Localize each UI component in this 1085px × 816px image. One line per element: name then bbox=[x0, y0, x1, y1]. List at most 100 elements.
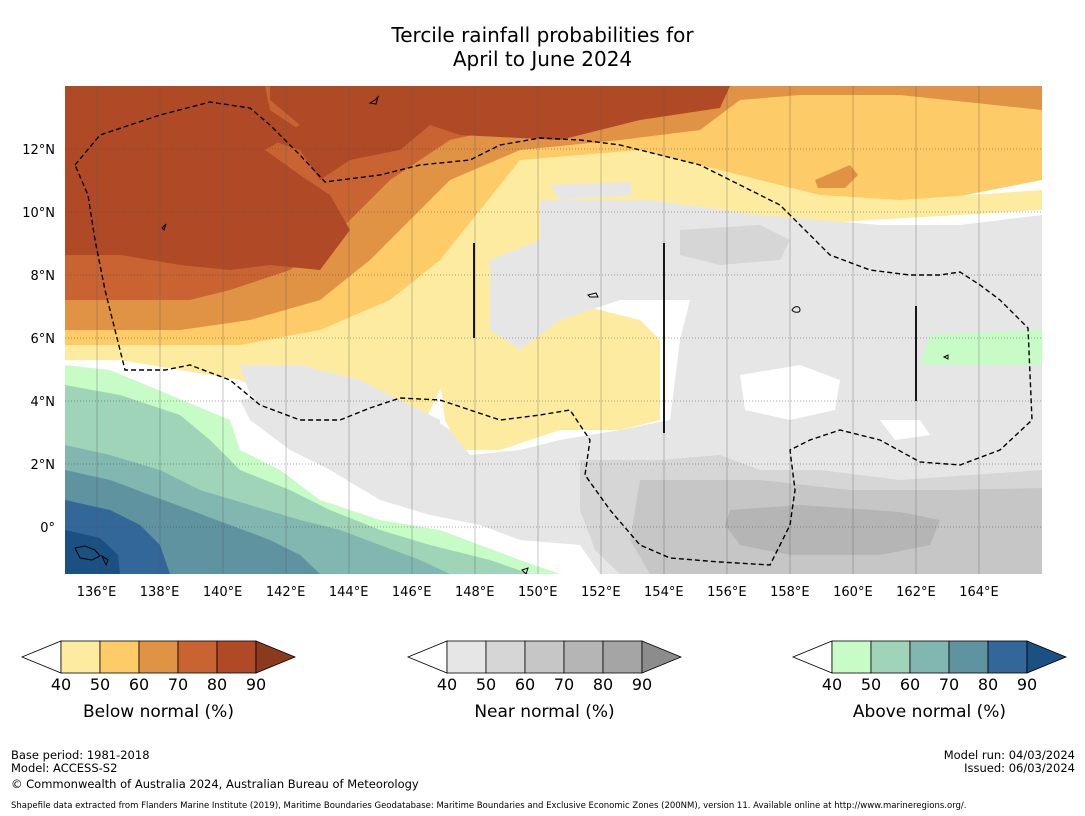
colorbar-extend-low bbox=[406, 640, 448, 674]
colorbar-extend-high bbox=[1026, 640, 1068, 674]
colorbar-segment bbox=[485, 640, 526, 674]
colorbar-segment bbox=[216, 640, 257, 674]
colorbar-tick-label: 60 bbox=[900, 675, 920, 694]
region-near-40-north bbox=[550, 182, 632, 200]
colorbar-segment bbox=[563, 640, 604, 674]
lon-tick-label: 142°E bbox=[266, 585, 306, 600]
colorbar-extend-high bbox=[255, 640, 297, 674]
colorbar-tick-label: 40 bbox=[437, 675, 457, 694]
colorbar-segment bbox=[987, 640, 1028, 674]
lon-tick-label: 162°E bbox=[896, 585, 936, 600]
colorbar-tick-label: 90 bbox=[246, 675, 266, 694]
colorbar-tick-label: 90 bbox=[1017, 675, 1037, 694]
colorbar-tick-label: 80 bbox=[207, 675, 227, 694]
probability-map bbox=[65, 86, 1042, 574]
eez-boundary-palau-fsm bbox=[74, 101, 1033, 566]
region-below-40-south bbox=[440, 300, 660, 450]
region-below-80 bbox=[65, 86, 350, 270]
map-title: Tercile rainfall probabilities for April… bbox=[0, 23, 1085, 71]
colorbar-tick-label: 80 bbox=[593, 675, 613, 694]
footer-base-period: Base period: 1981-2018 bbox=[11, 748, 150, 762]
lat-tick-label: 10°N bbox=[22, 206, 55, 221]
lat-tick-label: 0° bbox=[40, 521, 55, 536]
colorbar-tick-label: 50 bbox=[861, 675, 881, 694]
colorbar-segment bbox=[138, 640, 179, 674]
latitude-axis-labels: 12°N 10°N 8°N 6°N 4°N 2°N 0° bbox=[22, 143, 55, 536]
region-below-50 bbox=[65, 95, 1042, 360]
colorbar-tick-label: 40 bbox=[51, 675, 71, 694]
colorbar-segment bbox=[831, 640, 872, 674]
region-near-40-white-patches bbox=[740, 365, 840, 420]
lon-tick-label: 146°E bbox=[392, 585, 432, 600]
colorbar-segment bbox=[870, 640, 911, 674]
region-below-80-east bbox=[270, 86, 730, 180]
footer-copyright: © Commonwealth of Australia 2024, Austra… bbox=[11, 777, 419, 791]
lon-tick-label: 150°E bbox=[518, 585, 558, 600]
region-below-60 bbox=[65, 86, 1042, 345]
region-near-50 bbox=[680, 225, 790, 265]
lon-tick-label: 148°E bbox=[455, 585, 495, 600]
colorbar-segment bbox=[948, 640, 989, 674]
region-above-90 bbox=[65, 530, 120, 574]
colorbar-extend-high bbox=[641, 640, 683, 674]
title-line-2: April to June 2024 bbox=[452, 47, 633, 71]
colorbar-group: 40 50 60 70 80 90 Below normal (%) 40 50 60 70 80 90… bbox=[20, 640, 1068, 722]
colorbar-tick-label: 40 bbox=[822, 675, 842, 694]
region-below-60-patch bbox=[815, 165, 858, 188]
colorbar-below: 40 50 60 70 80 90 Below normal (%) bbox=[20, 640, 297, 722]
colorbar-tick-label: 70 bbox=[168, 675, 188, 694]
lon-tick-label: 140°E bbox=[203, 585, 243, 600]
colorbar-title: Near normal (%) bbox=[474, 702, 614, 722]
lon-tick-label: 138°E bbox=[140, 585, 180, 600]
colorbar-extend-low bbox=[20, 640, 62, 674]
colorbar-segment bbox=[602, 640, 643, 674]
footer-issued: Issued: 06/03/2024 bbox=[964, 761, 1075, 775]
footer-shapefile-credit: Shapefile data extracted from Flanders M… bbox=[11, 801, 967, 811]
colorbar-tick-label: 70 bbox=[554, 675, 574, 694]
lat-tick-label: 4°N bbox=[31, 395, 56, 410]
region-near-40-west bbox=[240, 365, 440, 450]
colorbar-tick-label: 50 bbox=[476, 675, 496, 694]
lon-tick-label: 152°E bbox=[581, 585, 621, 600]
lon-tick-label: 164°E bbox=[959, 585, 999, 600]
colorbar-segment bbox=[909, 640, 950, 674]
colorbar-tick-label: 60 bbox=[515, 675, 535, 694]
lat-tick-label: 2°N bbox=[31, 458, 56, 473]
colorbar-near: 40 50 60 70 80 90 Near normal (%) bbox=[406, 640, 683, 722]
colorbar-tick-label: 80 bbox=[978, 675, 998, 694]
longitude-axis-labels: 136°E 138°E 140°E 142°E 144°E 146°E 148°E 150°E… bbox=[77, 585, 999, 600]
colorbar-tick-label: 50 bbox=[90, 675, 110, 694]
lon-tick-label: 136°E bbox=[77, 585, 117, 600]
lon-tick-label: 144°E bbox=[329, 585, 369, 600]
island-outlines bbox=[74, 95, 949, 574]
colorbar-tick-label: 70 bbox=[939, 675, 959, 694]
region-near-white-east bbox=[880, 420, 930, 440]
lon-tick-label: 160°E bbox=[833, 585, 873, 600]
colorbar-title: Above normal (%) bbox=[853, 702, 1006, 722]
meridian-gridlines bbox=[96, 86, 980, 574]
lat-tick-label: 6°N bbox=[31, 332, 56, 347]
colorbar-tick-label: 90 bbox=[632, 675, 652, 694]
footer-model-run: Model run: 04/03/2024 bbox=[943, 748, 1075, 762]
region-above-40-east bbox=[920, 330, 1042, 365]
lat-tick-label: 12°N bbox=[22, 143, 55, 158]
footer-model: Model: ACCESS-S2 bbox=[11, 761, 118, 775]
colorbar-segment bbox=[99, 640, 140, 674]
title-line-1: Tercile rainfall probabilities for bbox=[391, 23, 694, 47]
colorbar-segment bbox=[177, 640, 218, 674]
colorbar-segment bbox=[524, 640, 565, 674]
lon-tick-label: 154°E bbox=[644, 585, 684, 600]
region-near-70 bbox=[725, 505, 940, 555]
colorbar-tick-label: 60 bbox=[129, 675, 149, 694]
colorbar-segment bbox=[60, 640, 101, 674]
colorbar-extend-low bbox=[791, 640, 833, 674]
parallel-gridlines bbox=[65, 148, 1042, 528]
lon-tick-label: 156°E bbox=[707, 585, 747, 600]
boundary-vertical-lines bbox=[473, 243, 917, 433]
lat-tick-label: 8°N bbox=[31, 269, 56, 284]
colorbar-above: 40 50 60 70 80 90 Above normal (%) bbox=[791, 640, 1068, 722]
colorbar-title: Below normal (%) bbox=[83, 702, 234, 722]
colorbar-segment bbox=[446, 640, 487, 674]
lon-tick-label: 158°E bbox=[770, 585, 810, 600]
